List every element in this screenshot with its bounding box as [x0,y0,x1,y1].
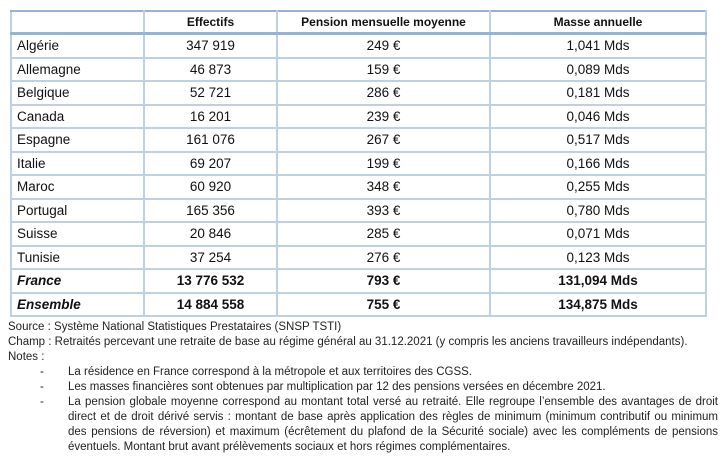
note-text: La pension globale moyenne correspond au… [68,396,718,453]
cell-pension: 793 € [276,268,491,294]
table-row: Espagne 161 076 267 €0,517 Mds [10,127,707,153]
row-label: Portugal [10,197,145,223]
note-text: La résidence en France correspond à la m… [68,366,472,378]
cell-effectifs: 165 356 [143,197,278,223]
row-label: Belgique [10,80,145,106]
row-label: Ensemble [10,291,145,317]
notes-label: Notes : [8,351,45,363]
table-row: Ensemble 14 884 558 755 €134,875 Mds [10,291,707,317]
cell-masse: 0,123 Mds [489,244,707,270]
cell-pension: 199 € [276,150,491,176]
cell-effectifs: 161 076 [143,127,278,153]
cell-effectifs: 13 776 532 [143,268,278,294]
table-row: Canada 16 201 239 €0,046 Mds [10,103,707,129]
cell-effectifs: 20 846 [143,221,278,247]
cell-effectifs: 60 920 [143,174,278,200]
note-item: - La résidence en France correspond à la … [8,365,718,380]
header-row: Effectifs Pension mensuelle moyenne Mass… [10,10,707,35]
note-dash: - [40,366,44,378]
row-label: Suisse [10,221,145,247]
table-body: Algérie 347 919 249 €1,041 Mds Allemagne 46 … [10,32,707,317]
cell-masse: 0,181 Mds [489,80,707,106]
cell-masse: 0,046 Mds [489,103,707,129]
notes-list: - La résidence en France correspond à la … [8,365,718,455]
cell-masse: 0,071 Mds [489,221,707,247]
header-effectifs: Effectifs [143,10,278,35]
row-label: Espagne [10,127,145,153]
note-item: - Les masses financières sont obtenues pa… [8,380,718,395]
table-row: Maroc 60 920 348 €0,255 Mds [10,174,707,200]
header-masse: Masse annuelle [489,10,707,35]
table-row: Suisse 20 846 285 €0,071 Mds [10,221,707,247]
row-label: France [10,268,145,294]
cell-pension: 393 € [276,197,491,223]
cell-masse: 1,041 Mds [489,32,707,59]
champ-line: Champ : Retraités percevant une retraite… [8,336,688,348]
cell-pension: 249 € [276,32,491,59]
table-row: Portugal 165 356 393 €0,780 Mds [10,197,707,223]
cell-masse: 0,517 Mds [489,127,707,153]
table-row: France 13 776 532 793 €131,094 Mds [10,268,707,294]
cell-pension: 348 € [276,174,491,200]
cell-effectifs: 37 254 [143,244,278,270]
table-row: Italie 69 207 199 €0,166 Mds [10,150,707,176]
cell-masse: 0,089 Mds [489,56,707,82]
cell-pension: 286 € [276,80,491,106]
cell-effectifs: 347 919 [143,32,278,59]
note-dash: - [40,396,44,408]
note-text: Les masses financières sont obtenues par… [68,381,606,393]
cell-masse: 0,780 Mds [489,197,707,223]
cell-masse: 0,166 Mds [489,150,707,176]
cell-pension: 276 € [276,244,491,270]
header-empty-cell [10,10,145,35]
row-label: Algérie [10,32,145,59]
row-label: Canada [10,103,145,129]
cell-masse: 0,255 Mds [489,174,707,200]
cell-pension: 285 € [276,221,491,247]
cell-effectifs: 14 884 558 [143,291,278,317]
header-pension: Pension mensuelle moyenne [276,10,491,35]
cell-masse: 134,875 Mds [489,291,707,317]
table-row: Tunisie 37 254 276 €0,123 Mds [10,244,707,270]
cell-effectifs: 46 873 [143,56,278,82]
cell-effectifs: 69 207 [143,150,278,176]
cell-pension: 755 € [276,291,491,317]
cell-masse: 131,094 Mds [489,268,707,294]
table-row: Algérie 347 919 249 €1,041 Mds [10,32,707,59]
row-label: Allemagne [10,56,145,82]
source-line: Source : Système National Statistiques P… [8,321,342,333]
table-row: Allemagne 46 873 159 €0,089 Mds [10,56,707,82]
cell-effectifs: 16 201 [143,103,278,129]
note-item: - La pension globale moyenne correspond a… [8,395,718,455]
row-label: Maroc [10,174,145,200]
cell-pension: 267 € [276,127,491,153]
cell-effectifs: 52 721 [143,80,278,106]
table-header: Effectifs Pension mensuelle moyenne Mass… [10,10,707,35]
row-label: Italie [10,150,145,176]
cell-pension: 239 € [276,103,491,129]
footnotes: Source : Système National Statistiques P… [8,320,718,455]
cell-pension: 159 € [276,56,491,82]
pension-table: Effectifs Pension mensuelle moyenne Mass… [10,10,707,317]
note-dash: - [40,381,44,393]
table-row: Belgique 52 721 286 €0,181 Mds [10,80,707,106]
row-label: Tunisie [10,244,145,270]
